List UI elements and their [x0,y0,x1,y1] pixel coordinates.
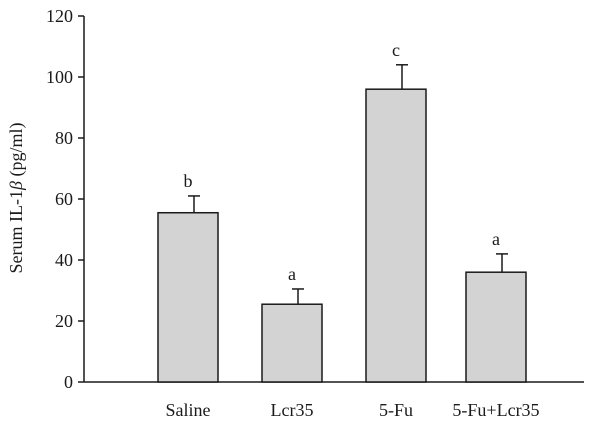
x-tick-label: Lcr35 [271,400,314,420]
significance-label: c [392,40,400,60]
bar [261,303,323,383]
x-tick-label: Saline [166,400,211,420]
significance-label: a [288,264,296,284]
significance-label: b [184,171,193,191]
y-tick-label: 20 [55,311,73,331]
y-tick-label: 120 [46,6,73,26]
y-axis-label: Serum IL-1β (pg/ml) [6,123,27,274]
y-tick-label: 0 [64,372,73,392]
y-tick-label: 80 [55,128,73,148]
y-tick-label: 60 [55,189,73,209]
y-tick-label: 100 [46,67,73,87]
x-tick-label: 5-Fu [379,400,413,420]
bar [157,211,219,383]
y-tick-label: 40 [55,250,73,270]
x-tick-label: 5-Fu+Lcr35 [452,400,539,420]
bars: b a c a [157,40,527,383]
y-axis: 0 20 40 60 80 100 120 [46,6,85,392]
x-axis: Saline Lcr35 5-Fu 5-Fu+Lcr35 [84,381,584,420]
bar [465,271,527,383]
significance-label: a [492,229,500,249]
bar [365,88,427,383]
